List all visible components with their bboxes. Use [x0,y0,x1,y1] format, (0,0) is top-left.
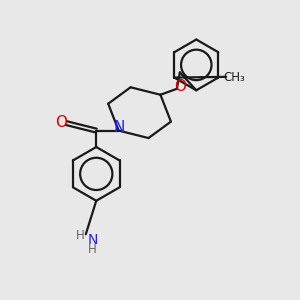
Text: N: N [87,232,98,247]
Text: N: N [113,119,124,134]
Text: O: O [175,80,187,94]
Text: O: O [55,115,67,130]
Text: CH₃: CH₃ [223,71,245,84]
Text: H: H [88,243,97,256]
Text: H: H [76,229,84,242]
